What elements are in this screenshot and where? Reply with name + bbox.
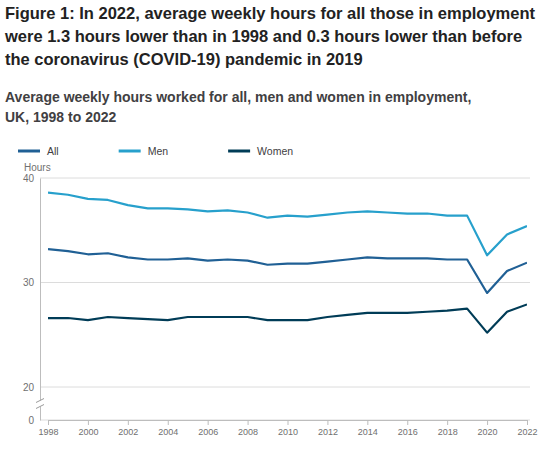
x-tick-mark [168,420,169,425]
legend-swatch [119,150,141,153]
x-tick-mark [288,420,289,425]
x-tick-mark [367,420,368,425]
grid [40,178,530,420]
legend-label: Men [148,145,169,157]
text-line: UK, 1998 to 2022 [5,109,116,125]
x-tick-label: 2016 [398,427,418,437]
x-tick-label: 2020 [478,427,498,437]
x-tick: 2016 [398,420,418,437]
x-axis: 1998 2000 2002 2004 2006 2008 2010 2012 2014 2016… [38,420,537,437]
x-tick: 2004 [158,420,178,437]
x-tick: 2022 [517,420,537,437]
series-line [48,249,527,293]
x-tick-mark [208,420,209,425]
grid-line [40,178,530,179]
x-tick-mark [447,420,448,425]
text-line: the coronavirus (COVID-19) pandemic in 2… [5,50,363,68]
legend-swatch [228,150,250,153]
axis-break [36,399,44,409]
x-tick: 2008 [238,420,258,437]
x-tick-label: 1998 [38,427,58,437]
x-tick: 2010 [278,420,298,437]
x-tick-label: 2004 [158,427,178,437]
x-tick: 2006 [198,420,218,437]
x-tick-label: 2012 [318,427,338,437]
x-tick-mark [527,420,528,425]
legend-item: All [18,145,59,157]
x-tick-label: 2008 [238,427,258,437]
chart: Figure 1: In 2022, average weekly hours … [0,0,550,449]
x-tick: 2002 [118,420,138,437]
x-tick-label: 2002 [118,427,138,437]
x-tick-label: 2006 [198,427,218,437]
x-tick-label: 2014 [358,427,378,437]
x-tick-mark [88,420,89,425]
x-tick-mark [128,420,129,425]
subtitle: Average weekly hours worked for all, men… [5,89,471,125]
legend-swatch [18,150,40,153]
y-tick-label: 0 [28,415,34,426]
y-tick: 30 [23,277,40,288]
y-axis-line [40,179,41,421]
text-line: Figure 1: In 2022, average weekly hours … [5,4,536,22]
legend-label: Women [257,145,293,157]
y-axis-title: Hours [24,162,51,173]
y-tick-label: 20 [23,382,35,393]
text-line: were 1.3 hours lower than in 1998 and 0.… [4,27,522,45]
x-tick: 1998 [38,420,58,437]
x-tick-mark [248,420,249,425]
x-tick-mark [327,420,328,425]
y-tick: 40 [23,173,40,184]
axis-break-stroke [36,399,44,403]
y-tick: 20 [23,382,40,393]
grid-line [40,387,530,388]
legend-label: All [47,145,59,157]
x-tick: 2014 [358,420,378,437]
title: Figure 1: In 2022, average weekly hours … [4,4,536,68]
axis-break-stroke [36,405,44,409]
y-tick: 0 [28,415,40,426]
x-tick-label: 2018 [438,427,458,437]
x-tick-label: 2000 [78,427,98,437]
x-tick-mark [487,420,488,425]
grid-line [40,282,530,283]
legend-item: Men [119,145,169,157]
y-axis: 0 20 30 40 [23,173,41,426]
legend-item: Women [228,145,293,157]
x-tick: 2018 [438,420,458,437]
x-tick-mark [407,420,408,425]
x-tick-label: 2022 [517,427,537,437]
y-tick-label: 30 [23,277,35,288]
y-tick-label: 40 [23,173,35,184]
series-line [48,193,527,256]
legend: All Men Women [18,145,293,157]
series-line [48,304,527,332]
x-tick: 2012 [318,420,338,437]
lines [48,193,527,333]
text-line: Average weekly hours worked for all, men… [5,89,471,105]
x-tick-label: 2010 [278,427,298,437]
x-tick-mark [48,420,49,425]
x-tick: 2020 [478,420,498,437]
x-tick: 2000 [78,420,98,437]
x-axis-line [49,421,528,426]
